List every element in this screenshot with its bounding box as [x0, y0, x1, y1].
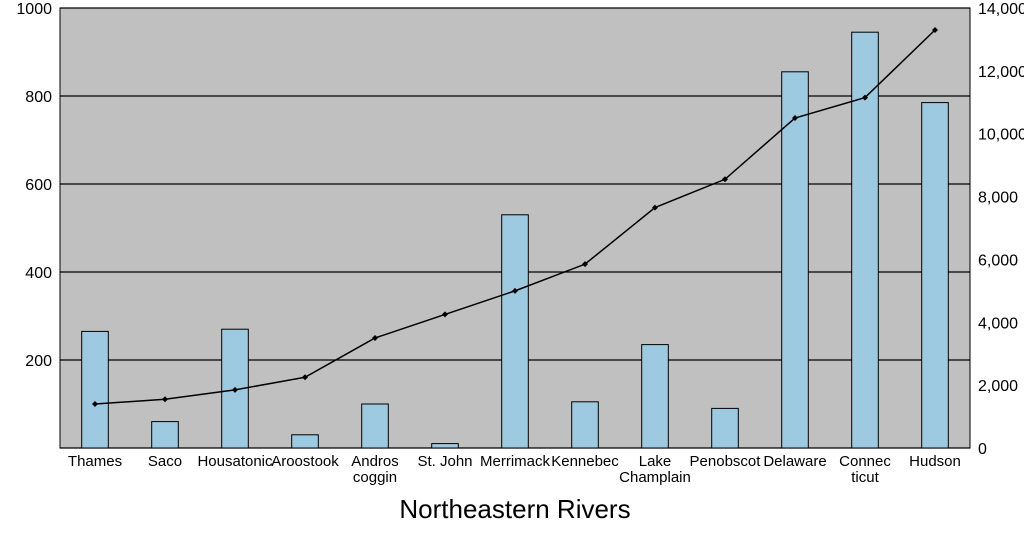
x-label: St. John [417, 453, 472, 470]
y-right-tick: 4,000 [978, 315, 1018, 332]
bar [292, 435, 319, 448]
bar [432, 444, 459, 448]
bar [642, 345, 669, 448]
x-label: Penobscot [690, 453, 762, 470]
x-label: Connec [839, 453, 891, 470]
x-label: Thames [68, 453, 122, 470]
bar [152, 422, 179, 448]
x-label: Delaware [763, 453, 826, 470]
x-label: Merrimack [480, 453, 550, 470]
x-label: Kennebec [551, 453, 619, 470]
y-left-tick: 800 [25, 89, 52, 106]
y-right-tick: 14,000 [978, 1, 1024, 18]
bar [572, 402, 599, 448]
y-left-tick: 400 [25, 265, 52, 282]
bar [852, 32, 879, 448]
y-right-tick: 6,000 [978, 252, 1018, 269]
y-right-tick: 2,000 [978, 378, 1018, 395]
y-right-tick: 0 [978, 441, 987, 458]
x-label: ticut [851, 469, 879, 486]
y-right-tick: 10,000 [978, 127, 1024, 144]
bar [502, 215, 529, 448]
x-label: Hudson [909, 453, 961, 470]
bar [712, 408, 739, 448]
x-label: Saco [148, 453, 182, 470]
bar [782, 72, 809, 448]
x-label: Champlain [619, 469, 691, 486]
x-label: coggin [353, 469, 397, 486]
x-label: Lake [639, 453, 672, 470]
y-left-tick: 1000 [16, 1, 52, 18]
x-label: Andros [351, 453, 399, 470]
chart-title: Northeastern Rivers [399, 494, 630, 524]
y-right-tick: 12,000 [978, 64, 1024, 81]
y-right-tick: 8,000 [978, 190, 1018, 207]
x-label: Aroostook [271, 453, 339, 470]
bar [82, 331, 109, 448]
chart-svg: 200 400 600 800 1000 0 2,000 4,000 6,000 8,000 10,… [0, 0, 1024, 542]
bar [922, 103, 949, 448]
y-left-tick: 600 [25, 177, 52, 194]
rivers-chart: 200 400 600 800 1000 0 2,000 4,000 6,000 8,000 10,… [0, 0, 1024, 542]
bar [362, 404, 389, 448]
y-left-tick: 200 [25, 353, 52, 370]
x-label: Housatonic [197, 453, 273, 470]
